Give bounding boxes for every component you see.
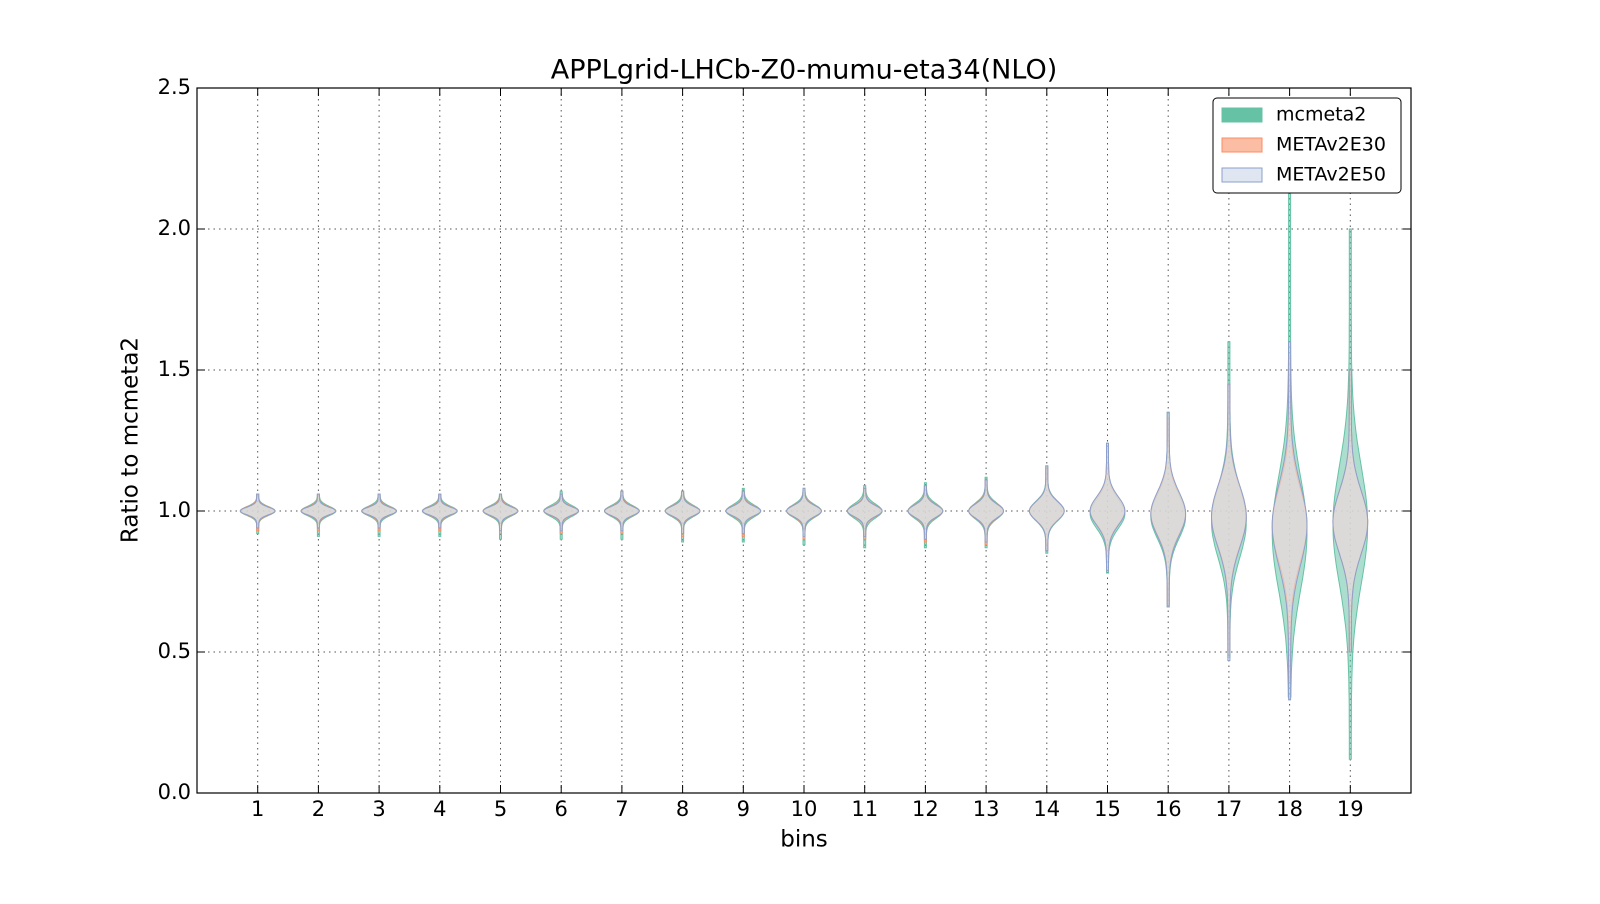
legend-swatch: [1221, 167, 1263, 183]
x-tick-label: 8: [676, 797, 689, 821]
violin: [239, 493, 276, 529]
y-tick-label: 1.0: [158, 498, 191, 522]
violin: [300, 493, 337, 529]
y-axis-label: Ratio to mcmeta2: [118, 337, 144, 543]
violin: [907, 485, 944, 540]
x-tick-label: 11: [851, 797, 878, 821]
x-tick-label: 2: [312, 797, 325, 821]
violin: [1332, 369, 1369, 653]
violin: [1089, 442, 1126, 571]
y-tick-label: 0.0: [158, 780, 191, 804]
violin: [1210, 383, 1247, 661]
violin: [482, 493, 519, 532]
legend-label: mcmeta2: [1276, 104, 1366, 126]
y-tick-label: 2.5: [158, 75, 191, 99]
x-tick-label: 1: [251, 797, 264, 821]
legend-label: METAv2E50: [1276, 164, 1386, 186]
y-tick-label: 2.0: [158, 216, 191, 240]
x-tick-label: 10: [791, 797, 818, 821]
legend-swatch: [1221, 107, 1263, 123]
legend-swatch: [1221, 137, 1263, 153]
violin: [1271, 341, 1308, 701]
x-tick-label: 9: [737, 797, 750, 821]
violin: [664, 490, 701, 535]
violin: [603, 490, 640, 532]
violin: [786, 487, 822, 537]
x-tick-label: 3: [372, 797, 385, 821]
violin: [1150, 411, 1187, 608]
legend: mcmeta2 METAv2E30 METAv2E50: [1212, 97, 1402, 194]
x-tick-label: 7: [615, 797, 628, 821]
x-tick-label: 13: [973, 797, 1000, 821]
legend-label: METAv2E30: [1276, 134, 1386, 156]
violin: [1028, 465, 1065, 551]
x-tick-label: 4: [433, 797, 446, 821]
violin: [421, 493, 458, 529]
x-tick-label: 17: [1216, 797, 1243, 821]
violin: [846, 487, 883, 537]
x-tick-label: 5: [494, 797, 507, 821]
x-tick-label: 6: [555, 797, 568, 821]
violin: [361, 493, 398, 529]
x-tick-label: 14: [1033, 797, 1060, 821]
x-tick-label: 16: [1155, 797, 1182, 821]
x-tick-label: 12: [912, 797, 939, 821]
x-tick-label: 15: [1094, 797, 1121, 821]
x-tick-label: 18: [1276, 797, 1303, 821]
plot-frame: [196, 87, 1412, 794]
y-tick-label: 0.5: [158, 639, 191, 663]
x-tick-label: 19: [1337, 797, 1364, 821]
x-axis-label: bins: [780, 827, 828, 853]
violin: [725, 490, 762, 535]
chart-title: APPLgrid-LHCb-Z0-mumu-eta34(NLO): [551, 55, 1057, 86]
violin: [543, 493, 580, 532]
y-tick-label: 1.5: [158, 357, 191, 381]
violin: [968, 479, 1005, 543]
